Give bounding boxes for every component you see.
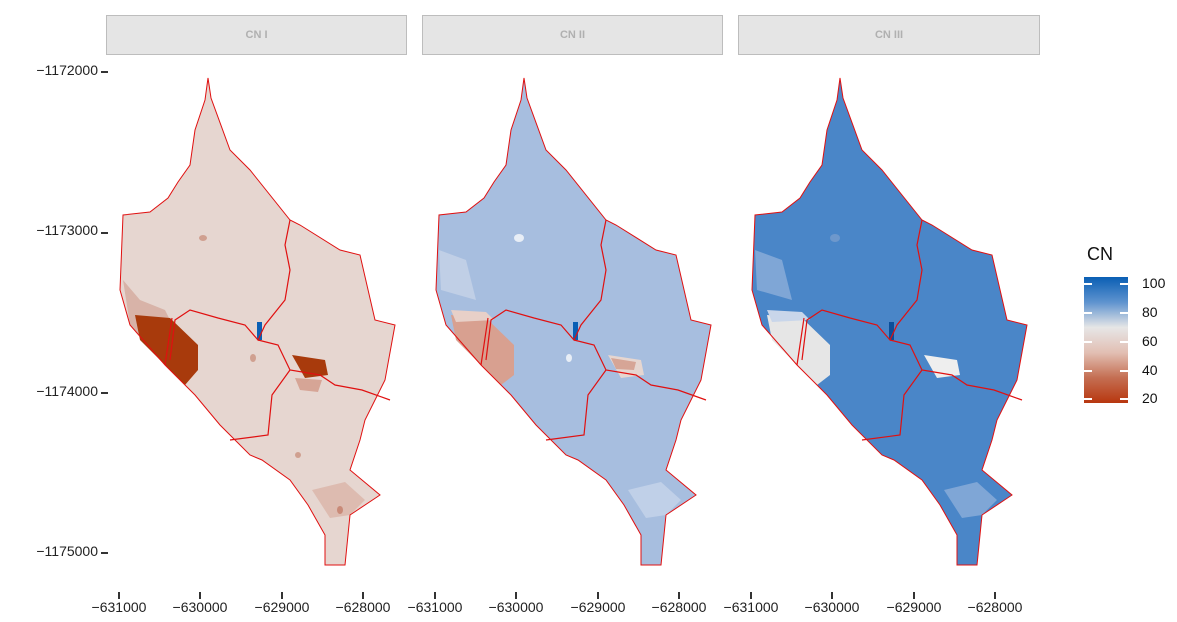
legend-tick: [1084, 283, 1092, 285]
legend-label: 100: [1142, 275, 1166, 291]
y-tick-label: −1175000: [36, 543, 98, 559]
facet-label-cn1: CN I: [245, 29, 268, 41]
facet-strip-cn2: CN II: [422, 15, 723, 55]
x-tick-label: −630000: [488, 599, 544, 615]
legend-label: 20: [1142, 390, 1158, 406]
x-tick: [118, 592, 120, 599]
x-tick-label: −628000: [967, 599, 1023, 615]
y-tick-label: −1174000: [36, 383, 98, 399]
facet-strip-cn3: CN III: [738, 15, 1040, 55]
y-tick-label: −1172000: [36, 62, 98, 78]
x-tick: [913, 592, 915, 599]
legend-tick: [1120, 398, 1128, 400]
legend-tick: [1084, 370, 1092, 372]
facet-label-cn3: CN III: [874, 29, 904, 41]
legend-title: CN: [1087, 244, 1113, 264]
x-tick: [750, 592, 752, 599]
legend-tick: [1120, 283, 1128, 285]
facet-label-cn2: CN II: [559, 29, 586, 41]
x-tick-label: −630000: [804, 599, 860, 615]
y-tick: [101, 392, 108, 394]
x-tick: [434, 592, 436, 599]
x-tick-label: −631000: [723, 599, 779, 615]
x-tick-label: −631000: [407, 599, 463, 615]
x-tick-label: −631000: [91, 599, 147, 615]
legend-label: 60: [1142, 333, 1158, 349]
map-panel-cn3: [751, 77, 1028, 566]
y-tick: [101, 232, 108, 234]
x-tick: [362, 592, 364, 599]
x-tick-label: −628000: [651, 599, 707, 615]
map-panel-cn2: [435, 77, 712, 566]
y-tick-label: −1173000: [36, 222, 98, 238]
legend-tick: [1084, 312, 1092, 314]
x-tick-label: −629000: [254, 599, 310, 615]
x-tick: [199, 592, 201, 599]
x-tick: [831, 592, 833, 599]
legend-tick: [1120, 341, 1128, 343]
map-panel-cn1: [119, 77, 396, 566]
x-tick-label: −630000: [172, 599, 228, 615]
legend-colorbar: [1084, 277, 1128, 403]
x-tick-label: −629000: [886, 599, 942, 615]
legend-label: 80: [1142, 304, 1158, 320]
x-tick: [515, 592, 517, 599]
x-tick: [281, 592, 283, 599]
legend-tick: [1084, 341, 1092, 343]
x-tick: [994, 592, 996, 599]
facet-strip-cn1: CN I: [106, 15, 407, 55]
x-tick-label: −629000: [570, 599, 626, 615]
y-tick: [101, 71, 108, 73]
x-tick: [678, 592, 680, 599]
x-tick-label: −628000: [335, 599, 391, 615]
legend-label: 40: [1142, 362, 1158, 378]
legend-tick: [1084, 398, 1092, 400]
y-tick: [101, 552, 108, 554]
legend-tick: [1120, 312, 1128, 314]
legend-tick: [1120, 370, 1128, 372]
x-tick: [597, 592, 599, 599]
